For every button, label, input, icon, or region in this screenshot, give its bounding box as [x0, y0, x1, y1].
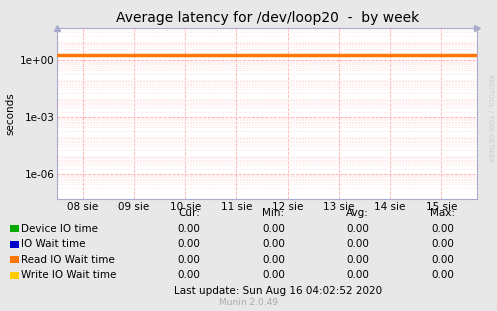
- Text: 0.00: 0.00: [346, 255, 369, 265]
- Text: Avg:: Avg:: [346, 208, 369, 218]
- Text: Cur:: Cur:: [178, 208, 200, 218]
- Text: 0.00: 0.00: [431, 239, 454, 249]
- Title: Average latency for /dev/loop20  -  by week: Average latency for /dev/loop20 - by wee…: [115, 12, 419, 26]
- Text: Min:: Min:: [262, 208, 284, 218]
- Text: 0.00: 0.00: [177, 239, 200, 249]
- Text: 0.00: 0.00: [262, 270, 285, 280]
- Text: 0.00: 0.00: [431, 255, 454, 265]
- Text: Read IO Wait time: Read IO Wait time: [21, 255, 115, 265]
- Text: 0.00: 0.00: [346, 224, 369, 234]
- Text: 0.00: 0.00: [177, 270, 200, 280]
- Text: 0.00: 0.00: [431, 270, 454, 280]
- Text: 0.00: 0.00: [262, 239, 285, 249]
- Text: 0.00: 0.00: [346, 239, 369, 249]
- Text: Write IO Wait time: Write IO Wait time: [21, 270, 117, 280]
- Text: IO Wait time: IO Wait time: [21, 239, 86, 249]
- Text: 0.00: 0.00: [431, 224, 454, 234]
- Text: 0.00: 0.00: [262, 255, 285, 265]
- Text: Device IO time: Device IO time: [21, 224, 98, 234]
- Text: Max:: Max:: [430, 208, 455, 218]
- Text: 0.00: 0.00: [177, 255, 200, 265]
- Text: RRDTOOL / TOBI OETIKER: RRDTOOL / TOBI OETIKER: [487, 74, 493, 163]
- Text: 0.00: 0.00: [177, 224, 200, 234]
- Text: Last update: Sun Aug 16 04:02:52 2020: Last update: Sun Aug 16 04:02:52 2020: [174, 286, 382, 296]
- Text: 0.00: 0.00: [346, 270, 369, 280]
- Y-axis label: seconds: seconds: [5, 92, 15, 135]
- Text: Munin 2.0.49: Munin 2.0.49: [219, 298, 278, 307]
- Text: 0.00: 0.00: [262, 224, 285, 234]
